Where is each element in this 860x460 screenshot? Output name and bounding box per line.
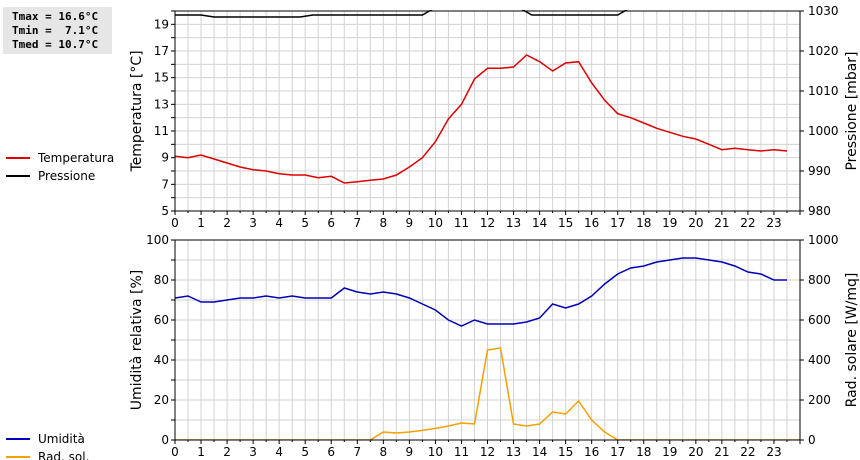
chart2-x-tick-label: 6 <box>327 445 335 459</box>
chart1-legend-label: Temperatura <box>37 151 114 165</box>
chart1-x-tick-label: 16 <box>584 216 599 230</box>
chart2-x-tick-label: 5 <box>301 445 309 459</box>
chart2-y-tick-label: 40 <box>154 353 169 367</box>
chart1-x-tick-label: 0 <box>171 216 179 230</box>
chart2-y-tick-label: 100 <box>146 233 169 247</box>
chart2-x-tick-label: 17 <box>610 445 625 459</box>
chart1-x-tick-label: 23 <box>766 216 781 230</box>
chart2-x-tick-label: 2 <box>223 445 231 459</box>
chart2-y2-tick-label: 0 <box>808 433 816 447</box>
chart2-series-rad-sol <box>175 347 800 440</box>
chart2-y-tick-label: 0 <box>161 433 169 447</box>
chart2-x-tick-label: 16 <box>584 445 599 459</box>
chart2-y2-tick-label: 1000 <box>808 233 839 247</box>
chart2-x-tick-label: 21 <box>714 445 729 459</box>
chart1-y-tick-label: 7 <box>161 177 169 191</box>
chart2-y2-tick-label: 600 <box>808 313 831 327</box>
chart2-x-tick-label: 23 <box>766 445 781 459</box>
chart1-y-tick-label: 9 <box>161 151 169 165</box>
chart1-y-tick-label: 19 <box>154 17 169 31</box>
chart2-y2-axis-label: Rad. solare [W/mq] <box>844 273 860 408</box>
tmin-text: Tmin = 7.1°C <box>12 24 99 37</box>
chart1-group: 0 1 2 3 4 5 6 7 8 9 10 11 12 13 14 15 16 17 18 19 20 21 22 2357… <box>6 4 860 230</box>
chart1-x-tick-label: 12 <box>480 216 495 230</box>
chart1-x-tick-label: 15 <box>558 216 573 230</box>
chart2-x-tick-label: 4 <box>275 445 283 459</box>
chart1-x-tick-label: 1 <box>197 216 205 230</box>
chart1-x-tick-label: 18 <box>636 216 651 230</box>
chart1-x-tick-label: 5 <box>301 216 309 230</box>
chart2-x-tick-label: 18 <box>636 445 651 459</box>
chart1-x-tick-label: 6 <box>327 216 335 230</box>
chart1-x-tick-label: 7 <box>353 216 361 230</box>
chart2-x-tick-label: 9 <box>406 445 414 459</box>
chart1-y-tick-label: 13 <box>154 97 169 111</box>
chart1-x-tick-label: 11 <box>454 216 469 230</box>
chart1-y2-tick-label: 1010 <box>808 84 839 98</box>
chart2-legend-label: Umidità <box>38 432 85 446</box>
tmed-text: Tmed = 10.7°C <box>12 38 99 51</box>
chart2-y-tick-label: 60 <box>154 313 169 327</box>
chart1-legend-label: Pressione <box>38 169 95 183</box>
chart2-x-tick-label: 19 <box>662 445 677 459</box>
chart1-y-tick-label: 15 <box>154 71 169 85</box>
chart1-x-tick-label: 2 <box>223 216 231 230</box>
chart2-y-tick-label: 80 <box>154 273 169 287</box>
chart2-y-axis-label: Umidità relativa [%] <box>129 270 145 411</box>
chart2-series-umidit <box>175 257 787 327</box>
chart1-y-axis-label: Temperatura [°C] <box>129 50 145 172</box>
chart2-x-tick-label: 1 <box>197 445 205 459</box>
chart1-series-pressione <box>175 10 628 18</box>
chart1-y2-axis-label: Pressione [mbar] <box>844 51 860 170</box>
chart2-x-tick-label: 12 <box>480 445 495 459</box>
chart2-x-tick-label: 20 <box>688 445 703 459</box>
chart1-x-tick-label: 8 <box>380 216 388 230</box>
chart1-x-tick-label: 9 <box>406 216 414 230</box>
chart1-x-tick-label: 20 <box>688 216 703 230</box>
chart1-y2-tick-label: 990 <box>808 164 831 178</box>
chart2-y-tick-label: 20 <box>154 393 169 407</box>
chart1-y2-tick-label: 1030 <box>808 4 839 18</box>
chart2-x-tick-label: 14 <box>532 445 547 459</box>
chart1-y2-tick-label: 1000 <box>808 124 839 138</box>
chart2-x-tick-label: 22 <box>740 445 755 459</box>
chart2-plot-frame <box>174 239 801 441</box>
chart2-group: 0 1 2 3 4 5 6 7 8 9 10 11 12 13 14 15 16 17 18 19 20 21 22 2302… <box>6 233 860 460</box>
chart1-series-temperatura <box>175 54 788 184</box>
chart1-y-tick-label: 17 <box>154 44 169 58</box>
chart2-x-tick-label: 11 <box>454 445 469 459</box>
chart1-y2-tick-label: 980 <box>808 204 831 218</box>
chart1-y-tick-label: 5 <box>161 204 169 218</box>
chart2-x-tick-label: 0 <box>171 445 179 459</box>
chart1-x-tick-label: 17 <box>610 216 625 230</box>
chart1-x-tick-label: 21 <box>714 216 729 230</box>
chart2-x-tick-label: 10 <box>428 445 443 459</box>
chart1-x-tick-label: 14 <box>532 216 547 230</box>
tmax-text: Tmax = 16.6°C <box>12 10 99 23</box>
chart2-x-tick-label: 7 <box>353 445 361 459</box>
chart2-x-tick-label: 8 <box>380 445 388 459</box>
chart1-x-tick-label: 13 <box>506 216 521 230</box>
chart2-legend-label: Rad. sol. <box>38 450 89 460</box>
chart1-y-tick-label: 11 <box>154 124 169 138</box>
chart1-x-tick-label: 19 <box>662 216 677 230</box>
chart1-x-tick-label: 4 <box>275 216 283 230</box>
chart2-y2-tick-label: 200 <box>808 393 831 407</box>
chart2-x-tick-label: 13 <box>506 445 521 459</box>
chart2-x-tick-label: 15 <box>558 445 573 459</box>
chart1-plot-frame <box>174 10 801 212</box>
chart1-y2-tick-label: 1020 <box>808 44 839 58</box>
chart1-x-tick-label: 22 <box>740 216 755 230</box>
chart2-y2-tick-label: 400 <box>808 353 831 367</box>
chart1-x-tick-label: 3 <box>249 216 257 230</box>
chart1-x-tick-label: 10 <box>428 216 443 230</box>
stats-summary-box: Tmax = 16.6°C Tmin = 7.1°C Tmed = 10.7°C <box>3 7 112 54</box>
chart2-y2-tick-label: 800 <box>808 273 831 287</box>
chart2-x-tick-label: 3 <box>249 445 257 459</box>
